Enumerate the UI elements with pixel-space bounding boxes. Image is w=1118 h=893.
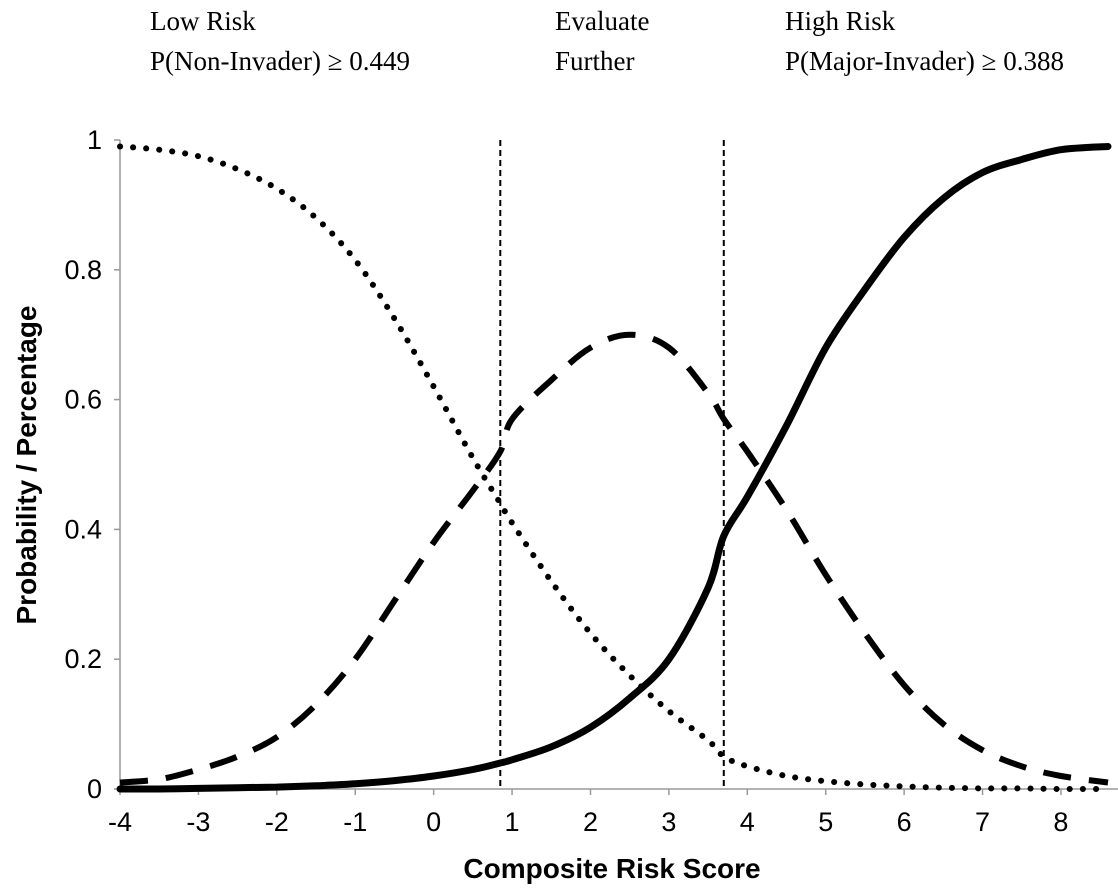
series-dashed-line (119, 331, 1109, 786)
low-risk-title: Low Risk (150, 6, 256, 36)
x-tick-label: 7 (975, 807, 990, 837)
y-tick-label: 0.6 (64, 385, 102, 415)
evaluate-subtitle: Further (555, 46, 634, 76)
high-risk-criterion: P(Major-Invader) ≥ 0.388 (785, 46, 1064, 76)
x-tick-label: 8 (1053, 807, 1068, 837)
x-tick-label: -3 (186, 807, 210, 837)
tick-labels: -4 -3 -2 -1 0 1 2 3 4 5 6 7 8 0 0.2 0.4 0.6 0.8 1 (64, 125, 1068, 837)
evaluate-title: Evaluate (555, 6, 649, 36)
x-tick-label: 5 (818, 807, 833, 837)
x-tick-label: -1 (343, 807, 367, 837)
threshold-lines (499, 140, 725, 789)
high-risk-title: High Risk (785, 6, 896, 36)
x-axis-title: Composite Risk Score (463, 853, 760, 884)
y-tick-label: 0.2 (64, 644, 102, 674)
x-tick-label: 6 (897, 807, 912, 837)
y-tick-label: 0 (87, 774, 102, 804)
y-tick-label: 1 (87, 125, 102, 155)
low-risk-criterion: P(Non-Invader) ≥ 0.449 (150, 46, 410, 76)
x-tick-label: -4 (108, 807, 132, 837)
x-tick-label: 4 (740, 807, 755, 837)
x-tick-label: 1 (505, 807, 520, 837)
y-tick-label: 0.8 (64, 255, 102, 285)
series-layer (116, 143, 1112, 793)
x-tick-label: -2 (265, 807, 289, 837)
series-solid-line (116, 143, 1112, 793)
x-tick-label: 0 (426, 807, 441, 837)
x-tick-label: 3 (661, 807, 676, 837)
y-axis-title: Probability / Percentage (11, 306, 42, 625)
region-labels: Low Risk P(Non-Invader) ≥ 0.449 Evaluate… (150, 6, 1064, 76)
axes (114, 139, 1118, 795)
x-tick-label: 2 (583, 807, 598, 837)
y-tick-label: 0.4 (64, 514, 102, 544)
series-dotted-line (117, 143, 1111, 793)
